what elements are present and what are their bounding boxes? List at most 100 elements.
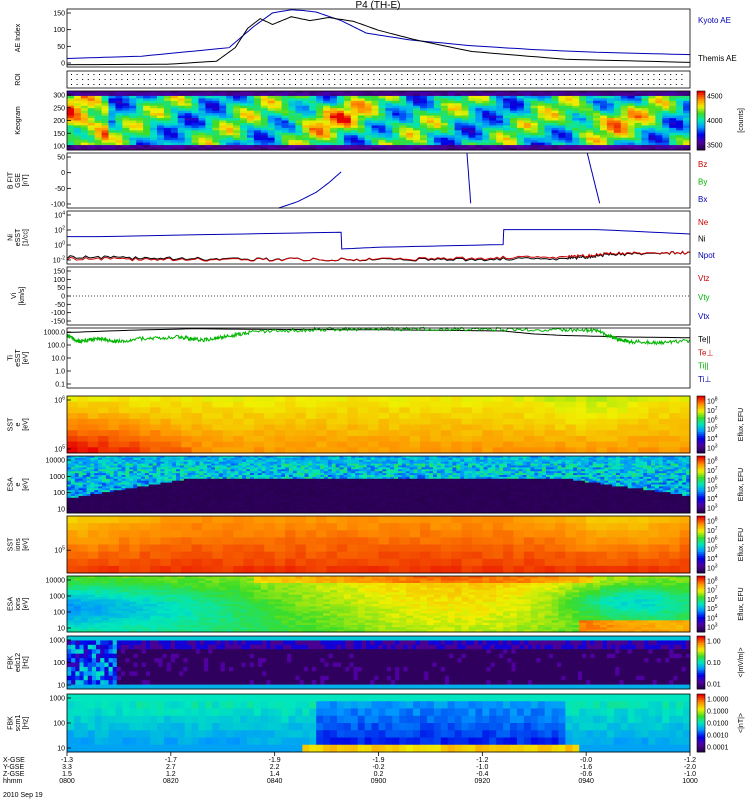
heatmap-cell: [250, 461, 255, 464]
heatmap-cell: [613, 93, 622, 97]
heatmap-cell: [558, 118, 566, 121]
colorbar-step: [697, 426, 705, 429]
heatmap-cell: [78, 463, 83, 466]
heatmap-cell: [253, 486, 259, 489]
heatmap-cell: [281, 115, 289, 119]
heatmap-cell: [662, 118, 670, 121]
heatmap-cell: [620, 103, 629, 107]
roi-dot: [401, 79, 403, 80]
heatmap-cell: [177, 140, 186, 144]
heatmap-cell: [199, 495, 204, 499]
heatmap-cell: [482, 118, 490, 121]
heatmap-cell: [385, 100, 393, 104]
heatmap-cell: [117, 473, 122, 476]
heatmap-cell: [137, 475, 142, 478]
heatmap-cell: [212, 135, 220, 139]
heatmap-cell: [496, 122, 504, 126]
heatmap-cell: [183, 507, 189, 510]
heatmap-cell: [113, 480, 119, 483]
heatmap-cell: [156, 108, 165, 112]
heatmap-cell: [269, 492, 274, 495]
heatmap-cell: [160, 459, 165, 463]
heatmap-cell: [336, 447, 348, 454]
heatmap-cell: [406, 95, 414, 99]
heatmap-cell: [336, 120, 345, 124]
heatmap-cell: [170, 396, 182, 403]
keogram-ylabel: Keogram: [15, 106, 22, 135]
heatmap-cell: [140, 511, 146, 514]
heatmap-cell: [285, 459, 290, 463]
heatmap-cell: [183, 456, 189, 459]
heatmap-cell: [78, 503, 83, 506]
heatmap-cell: [82, 501, 87, 504]
heatmap-cell: [102, 456, 107, 459]
heatmap-cell: [195, 456, 200, 459]
heatmap-cell: [205, 122, 213, 126]
heatmap-cell: [257, 486, 263, 489]
heatmap-cell: [281, 120, 289, 124]
heatmap-cell: [176, 478, 181, 482]
heatmap-cell: [172, 475, 177, 478]
heatmap-cell: [330, 93, 338, 97]
roi-dot: [261, 79, 263, 80]
heatmap-cell: [163, 91, 172, 94]
heatmap-cell: [109, 457, 115, 461]
heatmap-cell: [326, 430, 338, 437]
heatmap-cell: [447, 147, 456, 151]
heatmap-cell: [156, 147, 165, 151]
heatmap-cell: [117, 488, 122, 491]
heatmap-cell: [461, 401, 473, 408]
heatmap-cell: [94, 132, 103, 136]
heatmap-cell: [170, 100, 179, 104]
heatmap-cell: [336, 407, 348, 414]
heatmap-cell: [440, 137, 449, 141]
heatmap-cell: [67, 461, 72, 464]
heatmap-cell: [211, 492, 216, 495]
heatmap-cell: [230, 509, 235, 512]
roi-dot: [188, 84, 190, 85]
heatmap-cell: [219, 103, 227, 107]
heatmap-cell: [265, 505, 270, 508]
heatmap-cell: [613, 103, 622, 107]
heatmap-cell: [143, 142, 151, 146]
heatmap-cell: [67, 113, 75, 116]
heatmap-cell: [234, 469, 239, 472]
heatmap-cell: [357, 95, 366, 99]
heatmap-cell: [273, 492, 278, 495]
heatmap-cell: [350, 100, 359, 104]
heatmap-cell: [510, 91, 518, 94]
heatmap-cell: [420, 441, 431, 448]
heatmap-cell: [212, 137, 220, 141]
heatmap-cell: [212, 122, 220, 126]
heatmap-cell: [86, 467, 91, 470]
heatmap-cell: [242, 457, 247, 461]
heatmap-cell: [218, 476, 224, 480]
heatmap-cell: [634, 125, 642, 129]
heatmap-cell: [183, 505, 189, 508]
heatmap-cell: [475, 125, 483, 129]
heatmap-cell: [140, 480, 146, 483]
heatmap-cell: [257, 501, 263, 504]
heatmap-cell: [152, 488, 157, 491]
heatmap-cell: [274, 93, 282, 97]
heatmap-cell: [77, 396, 89, 403]
heatmap-cell: [250, 476, 255, 480]
heatmap-cell: [364, 122, 372, 126]
heatmap-cell: [285, 465, 290, 468]
heatmap-cell: [267, 105, 276, 109]
heatmap-cell: [179, 482, 185, 485]
heatmap-cell: [261, 482, 266, 485]
heatmap-cell: [136, 105, 144, 109]
heatmap-cell: [440, 120, 449, 124]
heatmap-cell: [503, 100, 511, 104]
heatmap-cell: [295, 125, 303, 129]
heatmap-cell: [176, 461, 181, 464]
heatmap-cell: [253, 132, 262, 136]
heatmap-cell: [177, 100, 186, 104]
heatmap-cell: [168, 494, 173, 497]
heatmap-cell: [330, 91, 338, 94]
heatmap-cell: [214, 463, 220, 466]
heatmap-cell: [357, 147, 366, 151]
heatmap-cell: [253, 505, 259, 508]
heatmap-cell: [160, 475, 165, 478]
